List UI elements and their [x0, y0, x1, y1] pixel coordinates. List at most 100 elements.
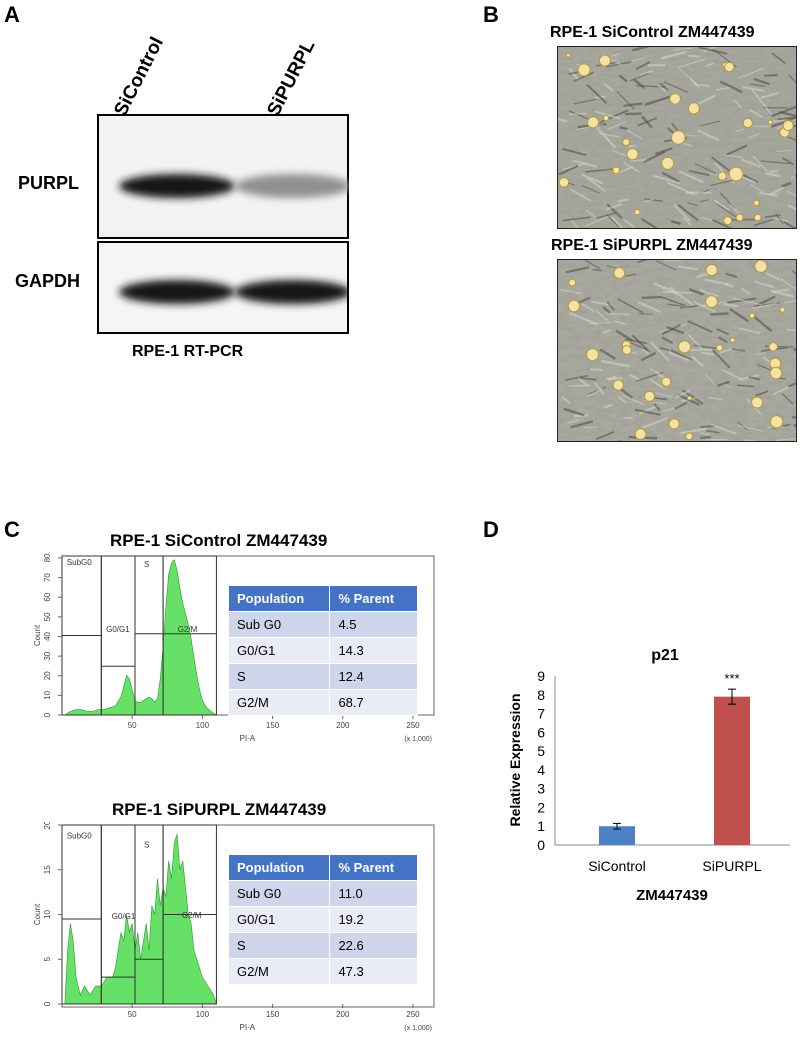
cell-texture [732, 297, 763, 306]
cell-texture [641, 295, 663, 299]
rounded-cell [668, 418, 680, 430]
rounded-cell [568, 278, 577, 287]
cell-texture [633, 78, 646, 90]
rounded-cell [715, 344, 724, 352]
cell-texture [587, 177, 607, 193]
cell-texture [737, 421, 748, 431]
cell-texture [623, 416, 634, 420]
cell-texture [670, 349, 693, 361]
cell-texture [649, 367, 668, 380]
cell-texture [694, 162, 717, 175]
cell-texture [625, 273, 637, 277]
y-tick-label: 1 [537, 818, 545, 834]
panel-letter-a: A [4, 2, 20, 27]
cell-texture [729, 307, 750, 323]
cell-texture [691, 355, 705, 368]
cell-texture [581, 302, 595, 312]
gate-label: SubG0 [67, 558, 92, 567]
gel-band-purpl-lane-2 [235, 174, 349, 198]
cell-texture [748, 108, 763, 118]
parent-percent-cell: 19.2 [329, 906, 418, 933]
cell-texture [640, 347, 650, 356]
y-axis-label: Count [33, 903, 42, 925]
cell-texture [751, 89, 772, 115]
cell-texture [737, 67, 764, 79]
cell-texture [570, 420, 594, 429]
cell-texture [638, 313, 653, 315]
parent-percent-cell: 47.3 [329, 958, 418, 985]
cell-texture [630, 72, 650, 82]
cell-texture [659, 347, 670, 352]
rounded-cell [742, 117, 753, 129]
cell-texture [719, 347, 732, 354]
cell-texture [678, 265, 698, 271]
cell-texture [782, 157, 794, 166]
rounded-cell [586, 116, 600, 129]
population-cell: G0/G1 [227, 906, 331, 933]
cell-texture [771, 52, 786, 65]
cell-texture [611, 52, 621, 58]
table-header: % Parent [329, 585, 418, 612]
table-row: G0/G1 14.3 [227, 637, 418, 664]
cell-texture [708, 396, 722, 401]
cell-texture [710, 312, 729, 316]
rounded-cell [643, 390, 656, 402]
rounded-cell [748, 312, 756, 319]
cell-texture [689, 78, 700, 88]
cell-texture [751, 302, 777, 310]
cell-texture [710, 423, 737, 435]
parent-percent-cell: 14.3 [329, 637, 418, 664]
cell-texture [661, 296, 686, 307]
cell-texture [641, 417, 668, 430]
cell-texture [669, 286, 694, 306]
cell-texture [696, 129, 720, 142]
y-axis-label: Relative Expression [507, 693, 523, 826]
cell-texture [672, 47, 694, 51]
cell-texture [624, 338, 648, 344]
x-tick-label: 200 [336, 721, 350, 730]
rounded-cell [723, 216, 733, 226]
cell-texture [596, 212, 617, 219]
rounded-cell [754, 259, 768, 273]
cell-texture [666, 326, 685, 335]
cell-texture [674, 389, 691, 399]
cell-texture [617, 198, 629, 203]
cell-texture [699, 436, 711, 439]
cell-texture [625, 128, 643, 140]
rounded-cell [586, 348, 600, 362]
y-tick-label: 5 [537, 743, 545, 759]
cell-texture [688, 287, 704, 296]
cell-texture [733, 100, 742, 109]
cell-texture [606, 61, 632, 68]
rounded-cell [621, 345, 632, 355]
x-tick-label: 150 [266, 721, 280, 730]
gel-row-label-gapdh: GAPDH [15, 271, 81, 291]
micrograph-sicontrol [557, 46, 797, 229]
cell-texture [607, 121, 626, 131]
cell-texture [585, 168, 615, 173]
cell-texture [584, 215, 609, 227]
rounded-cell [598, 54, 611, 67]
cell-texture [700, 120, 720, 127]
cell-texture [698, 46, 728, 55]
cell-texture [581, 173, 604, 185]
parent-percent-cell: 22.6 [329, 932, 418, 959]
cell-texture [649, 378, 664, 389]
cell-texture [606, 203, 623, 220]
cell-texture [627, 144, 637, 148]
cell-texture [595, 430, 615, 440]
cell-texture [653, 403, 661, 411]
gate-label: G0/G1 [112, 912, 136, 921]
cell-texture [577, 377, 589, 387]
histogram-area [63, 558, 218, 716]
cell-texture [594, 110, 621, 120]
rounded-cell [626, 148, 639, 161]
cell-texture [583, 426, 599, 429]
cell-texture [558, 164, 579, 176]
rounded-cell [565, 52, 571, 58]
cell-texture [719, 80, 743, 94]
x-axis-label: PI-A [240, 1023, 256, 1032]
cell-texture [775, 149, 793, 153]
category-label: SiPURPL [702, 858, 761, 874]
cell-texture [617, 298, 644, 314]
